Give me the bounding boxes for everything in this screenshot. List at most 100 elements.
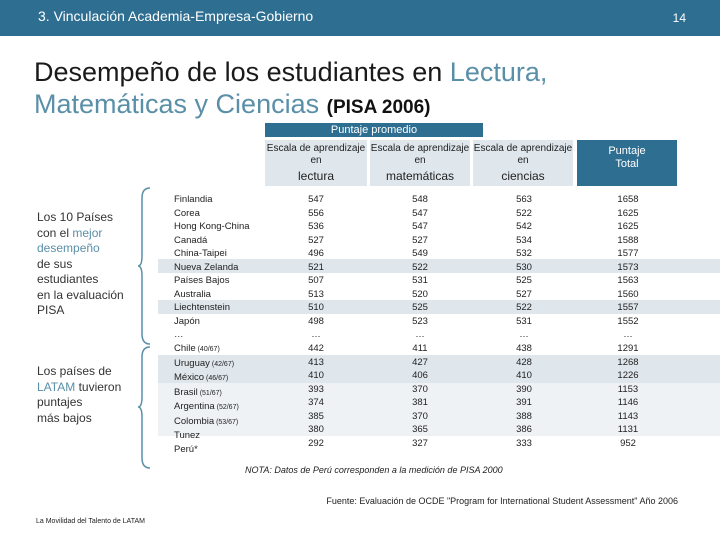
row-shade-nueva-zelanda	[158, 259, 720, 273]
matematicas-cell: 547	[412, 221, 428, 233]
total-cell: 1658	[617, 194, 639, 205]
country-cell: Canadá	[174, 234, 208, 246]
lectura-cell: 410	[308, 370, 324, 382]
brace-latam	[138, 346, 151, 469]
matematicas-cell: 365	[412, 424, 428, 436]
col-total-line1: Puntaje	[608, 145, 646, 157]
lectura-cell: 547	[308, 194, 324, 205]
header-bar: 3. Vinculación Academia-Empresa-Gobierno…	[0, 0, 720, 36]
total-cell: 1588	[617, 234, 639, 246]
matematicas-cell: …	[415, 329, 425, 341]
footer-text: La Movilidad del Talento de LATAM	[36, 518, 145, 525]
side-top10-l4: de sus	[37, 256, 73, 271]
side-top10-l2b: mejor	[72, 225, 103, 240]
country-cell: Hong Kong-China	[174, 221, 250, 233]
lectura-cell: 536	[308, 221, 324, 233]
matematicas-cell: 370	[412, 383, 428, 395]
section-title: 3. Vinculación Academia-Empresa-Gobierno	[38, 8, 314, 24]
ciencias-cell: 530	[516, 261, 532, 273]
col-header-matematicas: Escala de aprendizaje en matemáticas	[370, 140, 470, 186]
total-cell: …	[623, 329, 633, 341]
country-cell: Australia	[174, 288, 211, 300]
country-rank-tag: (40/67)	[195, 346, 220, 354]
ciencias-cell: 542	[516, 221, 532, 233]
total-cell: 1226	[617, 370, 639, 382]
ciencias-cell: 534	[516, 234, 532, 246]
ciencias-cell: 563	[516, 194, 532, 205]
country-cell: México (46/67)	[174, 372, 229, 384]
ciencias-cell: 410	[516, 370, 532, 382]
col-main-ciencias: ciencias	[501, 169, 545, 183]
total-cell: 1573	[617, 261, 639, 273]
total-cell: 1557	[617, 302, 639, 314]
matematicas-cell: 327	[412, 437, 428, 449]
total-cell: 952	[620, 437, 636, 449]
matematicas-cell: 525	[412, 302, 428, 314]
col-header-total: Puntaje Total	[577, 140, 677, 186]
country-cell: Corea	[174, 207, 200, 219]
lectura-cell: 521	[308, 261, 324, 273]
ciencias-cell: 390	[516, 383, 532, 395]
lectura-cell: 496	[308, 248, 324, 260]
ciencias-cell: 428	[516, 356, 532, 368]
page-number: 14	[672, 11, 686, 25]
total-cell: 1577	[617, 248, 639, 260]
matematicas-cell: 427	[412, 356, 428, 368]
matematicas-cell: 531	[412, 275, 428, 287]
brace-top10	[138, 187, 151, 345]
side-latam-l1: Los países de	[37, 364, 112, 378]
matematicas-cell: 523	[412, 315, 428, 327]
ciencias-cell: 532	[516, 248, 532, 260]
row-shade-uruguay-mexico	[158, 355, 720, 383]
ciencias-cell: 333	[516, 437, 532, 449]
ciencias-column: 563 522 542 534 532 530 525 527 522 531… 438 428 410…	[501, 193, 547, 450]
lectura-cell: 374	[308, 397, 324, 409]
side-top10-l3: desempeño	[37, 241, 100, 255]
lectura-cell: 510	[308, 302, 324, 314]
matematicas-cell: 522	[412, 261, 428, 273]
ciencias-cell: …	[519, 329, 529, 341]
col-main-matematicas: matemáticas	[385, 169, 455, 183]
matematicas-cell: 370	[412, 410, 428, 422]
matematicas-cell: 548	[412, 194, 428, 205]
col-header-lectura: Escala de aprendizaje en lectura	[265, 140, 367, 186]
country-cell: Liechtenstein	[174, 302, 230, 314]
ciencias-cell: 522	[516, 302, 532, 314]
lectura-cell: 385	[308, 410, 324, 422]
col-sub-matematicas: Escala de aprendizaje en	[370, 143, 470, 166]
matematicas-cell: 381	[412, 397, 428, 409]
country-cell: Argentina (52/67)	[174, 401, 239, 413]
matematicas-cell: 547	[412, 207, 428, 219]
matematicas-cell: 527	[412, 234, 428, 246]
lectura-cell: 513	[308, 288, 324, 300]
matematicas-cell: 406	[412, 370, 428, 382]
matematicas-cell: 411	[412, 343, 428, 355]
country-rank-tag: (51/67)	[197, 389, 222, 397]
total-cell: 1563	[617, 275, 639, 287]
country-cell: Brasil (51/67)	[174, 386, 222, 398]
side-top10-l1: Los 10 Países	[37, 210, 114, 224]
title-mat-ciencias: Matemáticas y Ciencias	[34, 89, 320, 119]
ciencias-cell: 391	[516, 397, 532, 409]
total-cell: 1268	[617, 356, 639, 368]
matematicas-column: 548 547 547 527 549 522 531 520 525 523… 411 427 406…	[397, 193, 443, 450]
lectura-cell: 498	[308, 315, 324, 327]
side-top10-l6: en la evaluación	[37, 287, 124, 302]
matematicas-cell: 549	[412, 248, 428, 260]
country-cell: China-Taipei	[174, 248, 227, 260]
total-cell: 1143	[617, 410, 639, 422]
ciencias-cell: 531	[516, 315, 532, 327]
puntaje-promedio-header: Puntaje promedio	[265, 123, 483, 137]
lectura-column: 547 556 536 527 496 521 507 513 510 498 … 442 413 410…	[293, 193, 339, 450]
country-rank-tag: (52/67)	[214, 404, 239, 412]
lectura-cell: 393	[308, 383, 324, 395]
col-header-ciencias: Escala de aprendizaje en ciencias	[473, 140, 573, 186]
country-cell: …	[174, 329, 184, 341]
col-sub-ciencias: Escala de aprendizaje en	[473, 143, 573, 166]
col-sub-lectura: Escala de aprendizaje en	[266, 143, 366, 166]
slide-title: Desempeño de los estudiantes en Lectura,…	[34, 56, 714, 124]
matematicas-cell: 520	[412, 288, 428, 300]
col-total-line2: Total	[615, 158, 639, 170]
total-cell: 1625	[617, 221, 639, 233]
country-rank-tag: (46/67)	[204, 375, 229, 383]
